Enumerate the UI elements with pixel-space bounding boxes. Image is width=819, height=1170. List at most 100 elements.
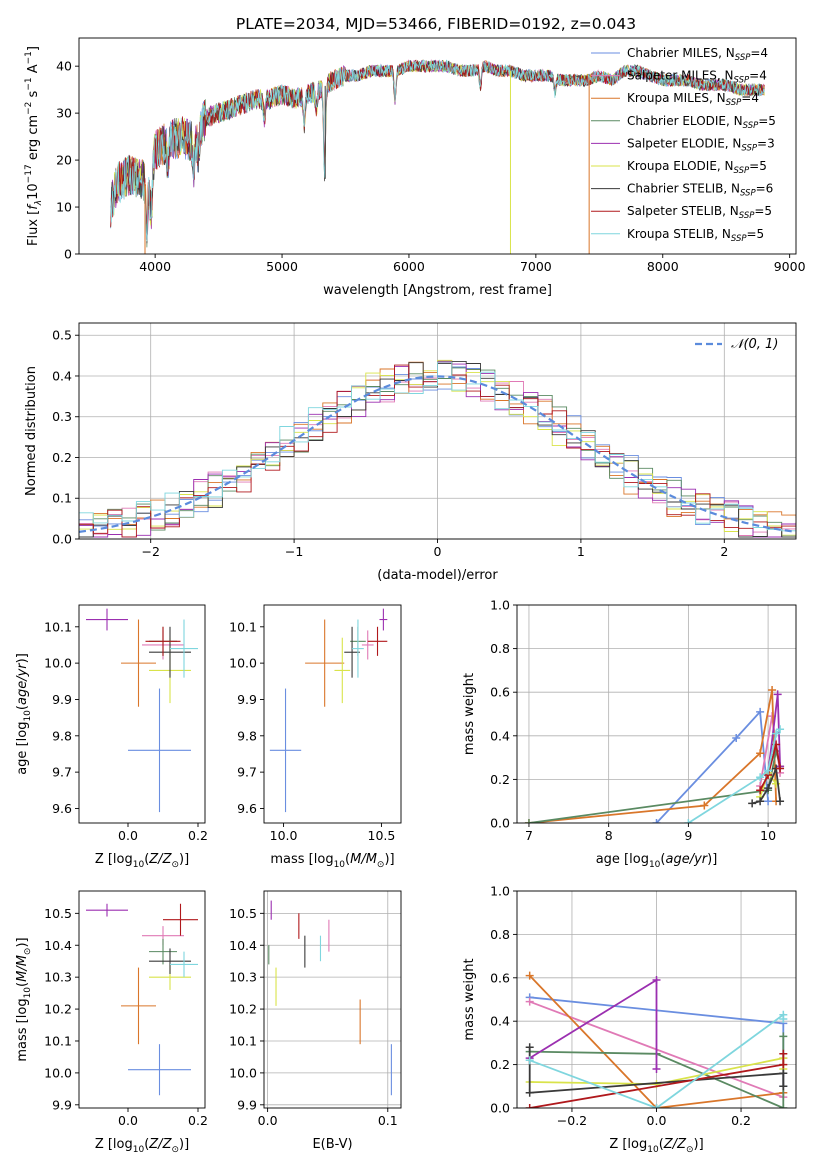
x-tick-label: 0.1	[378, 1113, 398, 1128]
weight-point-kroupa-stelib	[772, 729, 781, 738]
y-tick-label: 20	[56, 153, 72, 168]
legend-label: Salpeter ELODIE, NSSP=3	[627, 136, 775, 153]
x-tick-label: 0.0	[258, 1113, 278, 1128]
weight-point-kroupa-stelib	[652, 1104, 661, 1108]
x-axis-label: Z [log10(Z/Z⊙)]	[95, 1137, 189, 1155]
weight-point-salpeter-stelib	[779, 1060, 788, 1069]
x-tick-label: 7000	[520, 259, 552, 274]
y-axis-label: mass [log10(M/M⊙)]	[15, 937, 33, 1061]
y-tick-label: 0.1	[52, 491, 72, 506]
legend-label: Salpeter MILES, NSSP=4	[627, 69, 767, 86]
x-tick-label: 1	[577, 544, 585, 559]
weight-point-salpeter-elodie	[652, 975, 661, 984]
x-tick-label: 0.2	[188, 828, 208, 843]
plot-area	[524, 686, 785, 823]
y-tick-label: 9.7	[237, 765, 257, 780]
y-tick-label: 9.8	[237, 728, 257, 743]
y-tick-label: 9.6	[237, 801, 257, 816]
weight-line-chabrier-elodie	[528, 750, 781, 823]
axes-frame	[78, 37, 797, 255]
y-tick-label: 0.6	[490, 970, 510, 985]
weight-point-chabrier-elodie	[779, 1032, 788, 1041]
weight-point-salpeter-elodie	[773, 690, 782, 699]
weight-point-salpeter-miles	[525, 997, 534, 1006]
y-tick-label: 0.4	[490, 1014, 510, 1029]
x-axis-label: (data-model)/error	[377, 568, 498, 583]
weight-point-salpeter-stelib	[779, 1049, 788, 1058]
x-tick-label: 0.2	[188, 1113, 208, 1128]
y-tick-label: 0.8	[490, 927, 510, 942]
plot-area	[268, 900, 392, 1096]
x-tick-label: 10.0	[270, 828, 298, 843]
x-tick-label: 4000	[139, 259, 171, 274]
legend-label: Kroupa MILES, NSSP=4	[627, 91, 759, 108]
x-tick-label: 10	[760, 828, 776, 843]
age-vs-metallicity-panel: 0.0 0.2 9.6 9.7 9.8 9.9 10.0 10.1 Z [log10(Z/Z⊙)…	[15, 604, 208, 870]
x-tick-label: −1	[285, 544, 303, 559]
weight-point-chabrier-miles	[652, 819, 661, 823]
weight-point-chabrier-miles	[756, 707, 765, 716]
x-tick-label: 6000	[393, 259, 425, 274]
y-tick-label: 10.1	[44, 1033, 72, 1048]
weight-point-chabrier-stelib	[764, 784, 773, 793]
x-tick-label: −2	[141, 544, 159, 559]
weight-line-kroupa-miles	[529, 974, 784, 1108]
y-tick-label: 10.5	[44, 906, 72, 921]
y-axis-label: age [log10(age/yr)]	[15, 653, 33, 775]
y-tick-label: 1.0	[490, 598, 510, 613]
weight-point-chabrier-elodie	[524, 819, 533, 823]
y-tick-label: 1.0	[490, 884, 510, 899]
y-tick-label: 10.5	[229, 906, 257, 921]
weight-point-chabrier-miles	[732, 733, 741, 742]
legend-label-normal: 𝒩(0, 1)	[731, 337, 778, 352]
x-axis-label: mass [log10(M/M⊙)]	[270, 852, 394, 870]
x-tick-label: 0	[434, 544, 442, 559]
y-tick-label: 9.9	[237, 1097, 257, 1112]
weight-line-salpeter-stelib	[759, 744, 781, 791]
spectrum-line-kroupa-stelib	[110, 59, 765, 242]
weight-point-chabrier-stelib	[779, 1082, 788, 1091]
mass-weight-vs-age-panel: 7 8 9 10 0.0 0.2 0.4 0.6 0.8 1.0 age [log10(age/yr…	[462, 598, 797, 870]
x-axis-label: Z [log10(Z/Z⊙)]	[609, 1137, 703, 1155]
y-tick-label: 9.9	[237, 692, 257, 707]
x-tick-label: 0.0	[647, 1113, 667, 1128]
legend-label: Chabrier ELODIE, NSSP=5	[627, 114, 776, 131]
y-tick-label: 10.0	[44, 656, 72, 671]
x-tick-label: 5000	[266, 259, 298, 274]
x-tick-label: 0.2	[731, 1113, 751, 1128]
y-tick-label: 10.3	[229, 970, 257, 985]
spectrum-legend: Chabrier MILES, NSSP=4 Salpeter MILES, NS…	[591, 46, 776, 244]
weight-line-kroupa-miles	[528, 689, 777, 823]
axes-frame	[263, 604, 402, 824]
y-tick-label: 10.2	[44, 1002, 72, 1017]
normal-curve	[79, 375, 796, 533]
plot-area	[525, 971, 788, 1108]
axes-frame	[78, 604, 206, 824]
y-tick-label: 10.4	[229, 938, 257, 953]
legend-label: Chabrier STELIB, NSSP=6	[627, 182, 773, 199]
axes-frame	[78, 890, 206, 1109]
spectrum-panel: Chabrier MILES, NSSP=4 Salpeter MILES, NS…	[24, 37, 806, 298]
weight-point-chabrier-stelib	[776, 797, 785, 806]
weight-point-kroupa-miles	[525, 971, 534, 980]
legend-label: Kroupa ELODIE, NSSP=5	[627, 159, 767, 176]
x-tick-label: −0.2	[557, 1113, 587, 1128]
weight-point-chabrier-stelib	[779, 1069, 788, 1078]
y-tick-label: 9.9	[52, 692, 72, 707]
y-tick-label: 0.0	[490, 1101, 510, 1116]
x-tick-label: 0.0	[118, 1113, 138, 1128]
y-tick-label: 10.0	[44, 1065, 72, 1080]
weight-point-salpeter-stelib	[776, 764, 785, 773]
x-axis-label: E(B-V)	[312, 1137, 352, 1152]
figure-title: PLATE=2034, MJD=53466, FIBERID=0192, z=0…	[236, 15, 636, 33]
y-tick-label: 0.4	[52, 368, 72, 383]
y-tick-label: 10.1	[229, 619, 257, 634]
weight-line-chabrier-miles	[655, 709, 769, 823]
weight-point-kroupa-miles	[700, 801, 709, 810]
y-tick-label: 10.0	[229, 1065, 257, 1080]
x-tick-label: 9000	[774, 259, 806, 274]
y-tick-label: 9.6	[52, 801, 72, 816]
y-tick-label: 0.5	[52, 328, 72, 343]
y-tick-label: 0.4	[490, 728, 510, 743]
